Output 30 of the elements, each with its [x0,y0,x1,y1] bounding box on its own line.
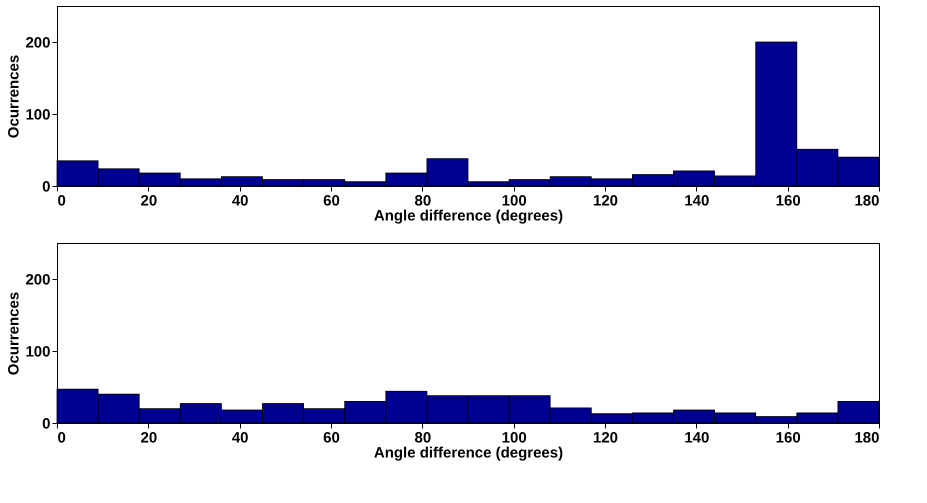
x-tick-label: 0 [58,192,66,210]
x-tick-label: 160 [776,192,801,210]
x-tick-label: 20 [140,192,158,210]
x-tick-label: 80 [414,192,432,210]
x-tick-label: 140 [684,430,710,446]
y-tick-label: 0 [42,178,50,196]
y-tick-label: 100 [25,106,50,124]
x-tick-label: 40 [232,192,249,210]
x-axis-title: Angle difference (degrees) [374,208,564,224]
y-tick-label: 200 [25,272,50,288]
x-tick-label: 40 [232,430,249,446]
x-tick-label: 60 [323,192,340,210]
x-tick-label: 100 [502,430,527,446]
x-axis-title: Angle difference (degrees) [374,444,564,462]
y-tick-label: 200 [25,34,50,52]
x-tick-label: 100 [502,192,527,210]
x-tick-label: 0 [58,430,66,446]
x-tick-label: 140 [684,192,710,210]
y-axis-title: Ocurrences [5,54,22,138]
y-tick-label: 0 [42,416,50,432]
y-axis-title: Ocurrences [5,292,22,376]
x-tick-label: 180 [854,430,880,446]
x-tick-label: 20 [140,430,158,446]
x-tick-label: 80 [414,430,432,446]
x-tick-label: 180 [854,192,880,210]
x-tick-label: 120 [592,430,618,446]
x-tick-label: 160 [776,430,801,446]
x-tick-label: 60 [323,430,340,446]
x-tick-label: 120 [592,192,618,210]
y-tick-label: 100 [25,344,50,360]
